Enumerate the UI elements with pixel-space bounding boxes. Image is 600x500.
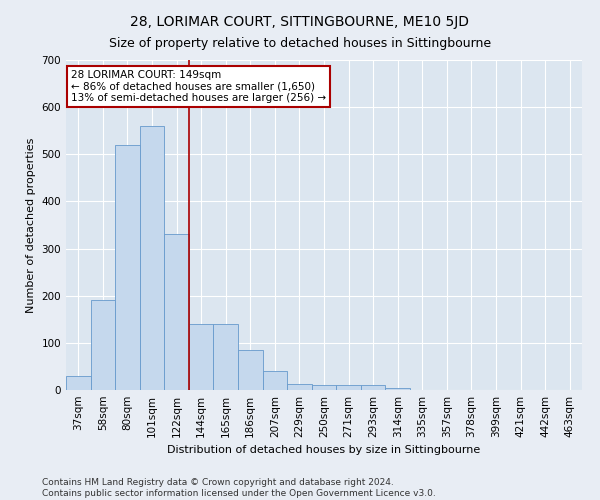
Bar xyxy=(336,386,361,390)
Text: 28 LORIMAR COURT: 149sqm
← 86% of detached houses are smaller (1,650)
13% of sem: 28 LORIMAR COURT: 149sqm ← 86% of detach… xyxy=(71,70,326,103)
Bar xyxy=(214,324,238,390)
Text: 28, LORIMAR COURT, SITTINGBOURNE, ME10 5JD: 28, LORIMAR COURT, SITTINGBOURNE, ME10 5… xyxy=(131,15,470,29)
Bar xyxy=(66,376,91,390)
Bar xyxy=(385,388,410,390)
Bar xyxy=(140,126,164,390)
X-axis label: Distribution of detached houses by size in Sittingbourne: Distribution of detached houses by size … xyxy=(167,446,481,456)
Bar xyxy=(115,145,140,390)
Y-axis label: Number of detached properties: Number of detached properties xyxy=(26,138,36,312)
Bar xyxy=(164,234,189,390)
Bar xyxy=(361,386,385,390)
Bar xyxy=(91,300,115,390)
Bar xyxy=(189,324,214,390)
Text: Contains HM Land Registry data © Crown copyright and database right 2024.
Contai: Contains HM Land Registry data © Crown c… xyxy=(42,478,436,498)
Bar xyxy=(287,384,312,390)
Bar xyxy=(263,371,287,390)
Bar xyxy=(312,386,336,390)
Text: Size of property relative to detached houses in Sittingbourne: Size of property relative to detached ho… xyxy=(109,38,491,51)
Bar xyxy=(238,350,263,390)
